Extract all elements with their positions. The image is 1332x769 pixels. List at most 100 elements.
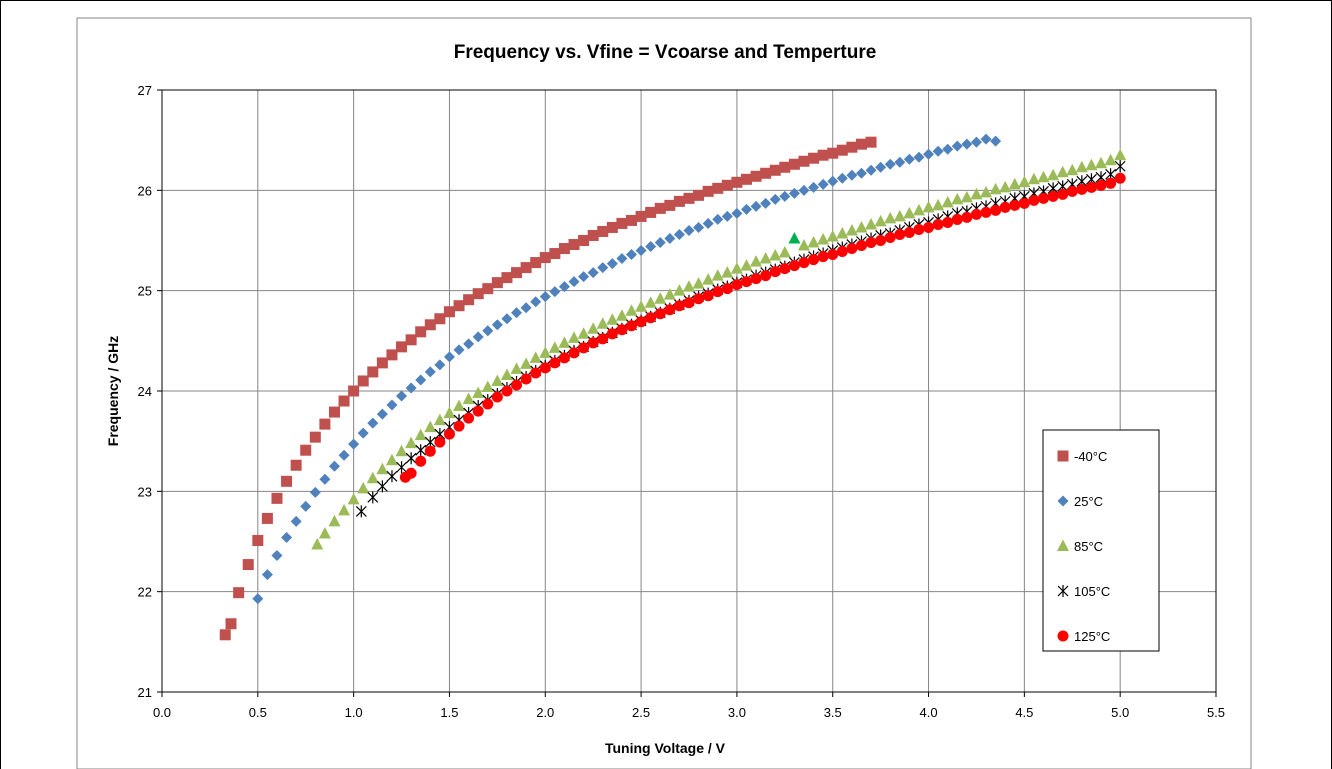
data-point (673, 284, 686, 296)
data-point (1114, 148, 1127, 161)
data-point (769, 193, 781, 205)
data-point (300, 500, 312, 512)
data-point (626, 214, 638, 226)
data-point (396, 461, 407, 474)
data-point (788, 231, 801, 244)
data-point (1114, 172, 1126, 184)
data-point (405, 467, 417, 479)
data-point (530, 257, 542, 269)
data-point (453, 399, 466, 412)
data-point (347, 492, 360, 505)
data-point (721, 210, 733, 222)
data-point (932, 218, 944, 230)
data-point (1057, 188, 1069, 200)
data-point (443, 306, 455, 318)
data-point (328, 514, 341, 527)
data-point (414, 428, 427, 441)
data-point (894, 228, 906, 240)
data-point (970, 208, 982, 220)
data-point (702, 290, 714, 302)
data-point (827, 147, 839, 159)
data-point (578, 235, 590, 246)
data-point (875, 235, 887, 246)
data-point (415, 444, 427, 457)
data-point (1056, 165, 1069, 178)
data-point (808, 152, 820, 164)
y-tick-label: 26 (138, 183, 152, 198)
data-point (424, 445, 436, 457)
data-point (376, 462, 389, 475)
data-point (348, 385, 360, 397)
data-point (731, 176, 743, 188)
data-point (673, 195, 685, 207)
data-point (865, 164, 877, 176)
data-point (712, 182, 724, 194)
data-point (664, 304, 676, 316)
data-point (923, 221, 935, 233)
data-point (760, 167, 772, 179)
data-point (596, 317, 609, 329)
data-point (355, 505, 367, 518)
y-axis-title: Frequency / GHz (105, 336, 121, 446)
data-point (673, 228, 685, 240)
data-point (788, 187, 800, 199)
legend-box (1042, 429, 1160, 652)
data-point (462, 392, 475, 405)
data-point (721, 179, 733, 191)
data-point (779, 263, 791, 275)
data-point (855, 167, 867, 179)
data-point (960, 190, 973, 203)
data-point (750, 170, 762, 182)
data-point (424, 420, 437, 433)
series-2 (311, 148, 1127, 550)
data-point (558, 336, 571, 348)
data-point (443, 351, 455, 363)
x-tick-label: 5.5 (1207, 705, 1225, 720)
y-tick-label: 27 (138, 83, 152, 98)
data-point (750, 200, 762, 212)
data-point (300, 444, 312, 456)
data-point (980, 133, 992, 145)
data-point (539, 252, 551, 264)
data-point (252, 534, 264, 546)
data-point (817, 251, 829, 263)
data-point (463, 294, 475, 306)
data-point (626, 320, 638, 332)
data-point (261, 512, 273, 524)
data-point (1076, 183, 1088, 195)
tick-labels: 0.0 0.5 1.0 1.5 2.0 2.5 3.0 3.5 4.0 4.5 5.0 5.5 21 22… (138, 83, 1226, 720)
data-point (1066, 163, 1079, 176)
data-point (529, 351, 542, 363)
data-point (961, 211, 973, 223)
data-point (386, 399, 398, 411)
data-point (577, 327, 590, 339)
data-point (415, 326, 427, 338)
data-point (693, 293, 705, 305)
data-point (520, 357, 533, 369)
data-point (453, 420, 465, 432)
data-point (654, 292, 667, 304)
data-point (721, 266, 734, 278)
data-point (511, 379, 523, 391)
data-point (884, 231, 896, 243)
data-point (405, 382, 417, 394)
data-point (463, 338, 475, 350)
data-point (769, 266, 781, 278)
data-point (539, 291, 551, 303)
data-point (511, 307, 523, 319)
data-point (395, 444, 408, 457)
data-point (587, 229, 599, 241)
data-point (338, 503, 351, 516)
data-point (865, 237, 877, 249)
data-point (626, 249, 638, 261)
data-point (1104, 153, 1117, 166)
data-point (434, 313, 446, 325)
data-point (855, 138, 867, 150)
data-point (798, 155, 810, 167)
series-0 (219, 136, 877, 641)
data-point (702, 273, 715, 285)
y-tick-label: 23 (138, 484, 152, 499)
data-point (376, 480, 388, 493)
legend-label: 85°C (1074, 539, 1103, 554)
